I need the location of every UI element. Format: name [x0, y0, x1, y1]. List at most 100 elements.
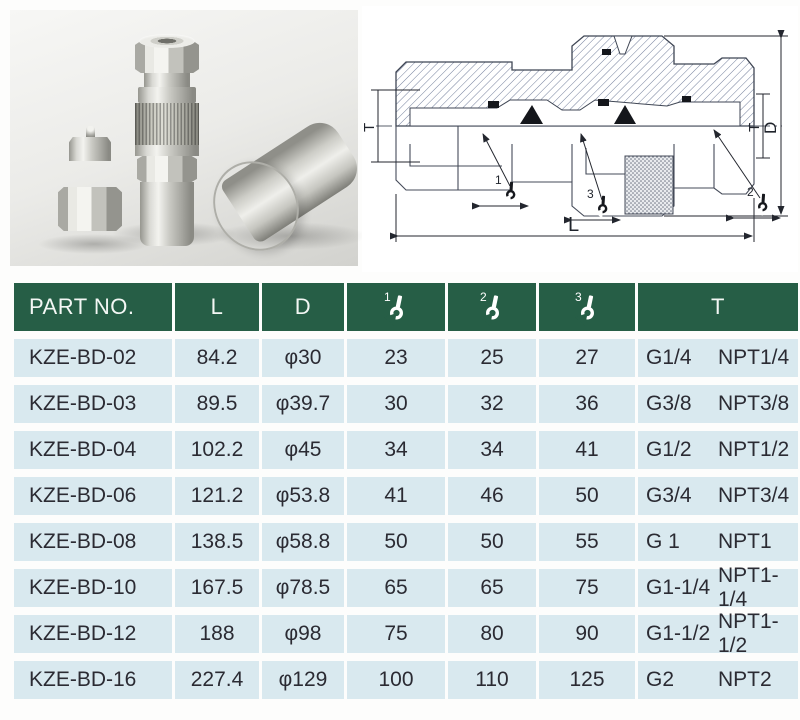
- coupler-barrel: [140, 182, 194, 246]
- plug-shadow: [38, 234, 150, 254]
- thread-g-value: G1-1/4: [646, 576, 711, 599]
- cell-T: G3/4 NPT3/4: [638, 477, 798, 515]
- wrench-superscript: 1: [384, 290, 392, 304]
- cross-section-svg: L T T D 1 3 2: [361, 30, 788, 242]
- thread-g-value: G1/4: [646, 346, 692, 369]
- cell-wrench-2: 50: [448, 523, 536, 561]
- male-plug-photo: [54, 126, 126, 231]
- latch-pocket: [613, 35, 633, 55]
- coupler-top-face: [139, 34, 195, 48]
- cell-wrench-3: 55: [539, 523, 635, 561]
- table-row: KZE-BD-12 188 φ98 75 80 90 G1-1/2 NPT1-1…: [14, 610, 798, 657]
- table-row: KZE-BD-03 89.5 φ39.7 30 32 36 G3/8 NPT3/…: [14, 385, 798, 423]
- cell-D: φ98: [262, 615, 344, 653]
- cell-part-no: KZE-BD-08: [14, 523, 172, 561]
- cell-wrench-1: 75: [347, 615, 445, 653]
- cell-D: φ39.7: [262, 385, 344, 423]
- cell-L: 121.2: [175, 477, 259, 515]
- coupler-knurled-sleeve: [135, 103, 199, 145]
- column-header-wrench-3: 3: [539, 283, 635, 331]
- coupler-mid-hex: [137, 156, 197, 182]
- cell-wrench-1: 23: [347, 339, 445, 377]
- thread-g-value: G1-1/2: [646, 622, 711, 645]
- callout-wrench-3: 3: [564, 133, 621, 224]
- product-photo: [10, 10, 366, 266]
- spec-table: PART NO. L D 1 2: [14, 283, 798, 699]
- cell-L: 102.2: [175, 431, 259, 469]
- wrench-icon: 1: [384, 290, 408, 326]
- table-row: KZE-BD-08 138.5 φ58.8 50 50 55 G 1 NPT1: [14, 523, 798, 561]
- cell-T: G2 NPT2: [638, 661, 798, 699]
- cell-wrench-3: 50: [539, 477, 635, 515]
- cell-L: 167.5: [175, 569, 259, 607]
- coupler-ring: [138, 87, 196, 103]
- callout-wrench-2: 2: [713, 129, 781, 222]
- cell-part-no: KZE-BD-12: [14, 615, 172, 653]
- cell-T: G1/4 NPT1/4: [638, 339, 798, 377]
- label-T-left: T: [362, 123, 378, 132]
- female-socket-photo: [210, 114, 366, 260]
- wrench-superscript: 3: [575, 290, 583, 304]
- cell-wrench-1: 100: [347, 661, 445, 699]
- thread-npt-value: NPT1: [718, 530, 772, 553]
- table-header-row: PART NO. L D 1 2: [14, 283, 798, 331]
- thread-npt-value: NPT3/8: [718, 392, 790, 415]
- thread-npt-value: NPT3/4: [718, 484, 790, 507]
- cell-wrench-3: 36: [539, 385, 635, 423]
- table-row: KZE-BD-06 121.2 φ53.8 41 46 50 G3/4 NPT3…: [14, 477, 798, 515]
- cell-wrench-3: 41: [539, 431, 635, 469]
- cell-D: φ45: [262, 431, 344, 469]
- cell-wrench-1: 41: [347, 477, 445, 515]
- thread-npt-value: NPT1/2: [718, 438, 790, 461]
- cell-wrench-2: 34: [448, 431, 536, 469]
- cell-D: φ53.8: [262, 477, 344, 515]
- thread-g-value: G3/8: [646, 392, 692, 415]
- cell-part-no: KZE-BD-10: [14, 569, 172, 607]
- cell-part-no: KZE-BD-03: [14, 385, 172, 423]
- cell-L: 227.4: [175, 661, 259, 699]
- plug-valve-head: [69, 137, 111, 161]
- label-T-right: T: [746, 123, 763, 132]
- cell-T: G1-1/4 NPT1-1/4: [638, 564, 798, 611]
- table-row: KZE-BD-16 227.4 φ129 100 110 125 G2 NPT2: [14, 661, 798, 699]
- column-header-wrench-2: 2: [448, 283, 536, 331]
- column-header-wrench-1: 1: [347, 283, 445, 331]
- label-D: D: [761, 122, 780, 134]
- callout-number-3: 3: [587, 187, 594, 201]
- seal-1: [488, 101, 499, 108]
- cell-wrench-3: 75: [539, 569, 635, 607]
- callout-number-2: 2: [747, 185, 754, 199]
- thread-npt-value: NPT1/4: [718, 346, 790, 369]
- wrench-icon: 3: [575, 290, 599, 326]
- cell-wrench-2: 65: [448, 569, 536, 607]
- column-header-T: T: [638, 283, 798, 331]
- cell-wrench-2: 25: [448, 339, 536, 377]
- plug-threaded-ring: [63, 161, 117, 187]
- cell-part-no: KZE-BD-16: [14, 661, 172, 699]
- cell-D: φ58.8: [262, 523, 344, 561]
- cell-D: φ129: [262, 661, 344, 699]
- column-header-D: D: [262, 283, 344, 331]
- valve-cone-2: [614, 105, 636, 124]
- thread-npt-value: NPT2: [718, 668, 772, 691]
- dim-T-left: [371, 89, 420, 163]
- plug-poppet-tip: [85, 126, 95, 137]
- column-header-part-no: PART NO.: [14, 283, 172, 331]
- cell-wrench-2: 80: [448, 615, 536, 653]
- table-row: KZE-BD-04 102.2 φ45 34 34 41 G1/2 NPT1/2: [14, 431, 798, 469]
- cell-D: φ30: [262, 339, 344, 377]
- column-header-L: L: [175, 283, 259, 331]
- callout-number-1: 1: [495, 173, 502, 187]
- cell-wrench-3: 90: [539, 615, 635, 653]
- cell-wrench-1: 34: [347, 431, 445, 469]
- seal-3: [682, 96, 691, 102]
- cell-L: 138.5: [175, 523, 259, 561]
- cell-T: G3/8 NPT3/8: [638, 385, 798, 423]
- cell-L: 89.5: [175, 385, 259, 423]
- table-row: KZE-BD-10 167.5 φ78.5 65 65 75 G1-1/4 NP…: [14, 564, 798, 611]
- cell-wrench-1: 30: [347, 385, 445, 423]
- table-body: KZE-BD-02 84.2 φ30 23 25 27 G1/4 NPT1/4 …: [14, 339, 798, 699]
- seal-2: [598, 99, 609, 106]
- cell-T: G1-1/2 NPT1-1/2: [638, 610, 798, 657]
